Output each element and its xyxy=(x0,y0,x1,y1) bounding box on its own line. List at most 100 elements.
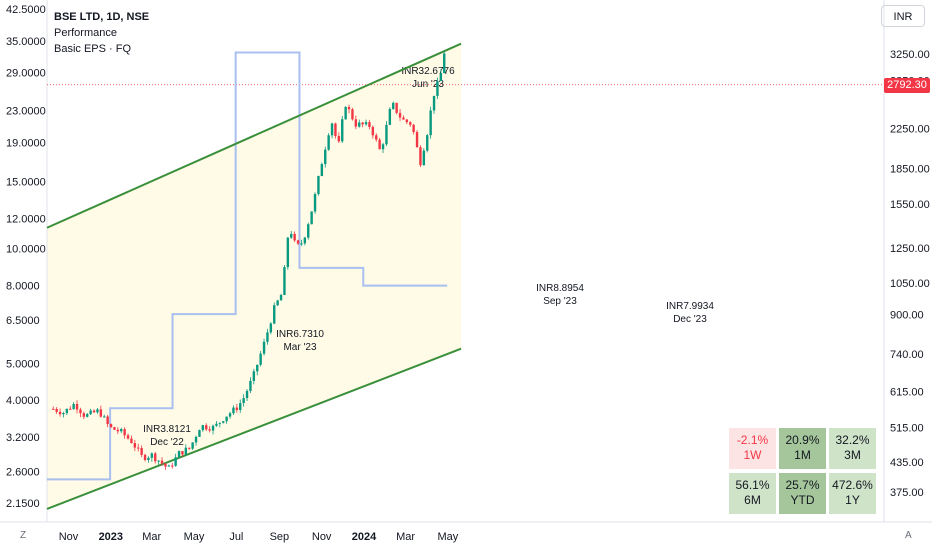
perf-value: 32.2% xyxy=(835,433,870,447)
candle-body xyxy=(55,408,58,412)
eps-label-value: INR6.7310 xyxy=(276,329,324,340)
candle-body xyxy=(154,453,157,462)
right-axis-tick: 740.00 xyxy=(890,349,924,361)
candle-body xyxy=(276,300,279,306)
right-axis-tick: 1250.00 xyxy=(890,243,930,255)
candle-body xyxy=(266,332,269,342)
right-axis-tick: 375.00 xyxy=(890,487,924,499)
right-axis-tick: 515.00 xyxy=(890,423,924,435)
auto-scale-button[interactable]: A xyxy=(905,530,912,541)
channel-fill xyxy=(47,43,462,509)
candle-body xyxy=(324,149,327,165)
right-axis-tick: 900.00 xyxy=(890,309,924,321)
perf-value: 25.7% xyxy=(785,478,820,492)
candle-body xyxy=(82,413,86,417)
time-axis-tick: May xyxy=(184,531,205,543)
symbol-title[interactable]: BSE LTD, 1D, NSE xyxy=(54,11,150,23)
candle-body xyxy=(334,123,337,137)
candle-body xyxy=(351,109,354,120)
perf-value: 20.9% xyxy=(785,433,820,447)
eps-label-value: INR32.6776 xyxy=(401,66,455,77)
perf-period: 1Y xyxy=(845,493,860,507)
right-axis-tick: 3250.00 xyxy=(890,49,930,61)
candle-body xyxy=(249,380,252,391)
left-axis-tick: 35.0000 xyxy=(6,36,46,48)
candle-body xyxy=(232,407,235,414)
candle-body xyxy=(439,73,443,82)
candle-body xyxy=(422,150,426,166)
candle-body xyxy=(330,123,334,136)
left-axis-tick: 10.0000 xyxy=(6,244,46,256)
candle-body xyxy=(143,454,147,460)
candle-body xyxy=(283,267,286,295)
candle-body xyxy=(375,135,378,140)
candle-body xyxy=(290,233,293,238)
candle-body xyxy=(96,409,99,413)
perf-cell: 56.1% 6M xyxy=(729,473,776,514)
candle-body xyxy=(402,117,405,120)
time-axis-tick: Jul xyxy=(229,531,243,543)
candle-body xyxy=(120,429,123,432)
candle-body xyxy=(218,422,222,424)
candle-body xyxy=(364,122,368,125)
time-axis-tick: 2023 xyxy=(99,531,123,543)
candle-body xyxy=(412,124,415,133)
candle-body xyxy=(443,53,446,74)
candle-body xyxy=(171,465,174,467)
candle-body xyxy=(150,453,154,458)
right-axis-tick: 2250.00 xyxy=(890,124,930,136)
candle-body xyxy=(147,457,150,460)
candle-body xyxy=(269,323,273,333)
candle-body xyxy=(239,403,242,411)
candle-body xyxy=(140,448,143,455)
candle-body xyxy=(313,194,317,212)
indicator-performance[interactable]: Performance xyxy=(54,27,117,39)
candle-body xyxy=(86,414,89,417)
candle-body xyxy=(344,106,347,120)
candle-body xyxy=(426,135,429,151)
candle-body xyxy=(181,451,184,455)
candle-body xyxy=(429,110,432,136)
last-price-tag: 2792.30 xyxy=(884,77,930,93)
left-axis-tick: 2.6000 xyxy=(6,467,40,479)
left-axis-tick: 2.1500 xyxy=(6,498,40,510)
time-axis-tick: 2024 xyxy=(352,531,377,543)
left-axis-tick: 6.5000 xyxy=(6,315,40,327)
left-axis-tick: 4.0000 xyxy=(6,395,40,407)
candle-body xyxy=(388,108,392,125)
candle-body xyxy=(378,139,381,150)
time-axis-tick: Mar xyxy=(142,531,161,543)
left-axis-tick: 19.0000 xyxy=(6,137,46,149)
candle-body xyxy=(116,429,120,432)
candle-body xyxy=(130,438,133,444)
candle-body xyxy=(123,429,126,436)
candle-body xyxy=(296,240,300,244)
candle-body xyxy=(225,416,228,422)
candle-body xyxy=(103,416,106,418)
eps-label-value: INR7.9934 xyxy=(666,301,714,312)
timezone-button[interactable]: Z xyxy=(20,530,27,541)
currency-unit-button[interactable]: INR xyxy=(881,5,925,27)
left-axis-tick: 29.0000 xyxy=(6,67,46,79)
eps-label-period: Dec '22 xyxy=(150,437,184,448)
eps-label-period: Jun '23 xyxy=(412,79,444,90)
right-axis-tick: 435.00 xyxy=(890,457,924,469)
candle-body xyxy=(358,122,361,127)
candle-body xyxy=(320,164,324,177)
candle-body xyxy=(164,463,167,467)
candle-body xyxy=(79,409,82,414)
candle-body xyxy=(262,341,266,354)
candle-body xyxy=(89,410,92,415)
time-axis-tick: Mar xyxy=(396,531,415,543)
left-axis-tick: 12.0000 xyxy=(6,213,46,225)
candle-body xyxy=(235,407,239,411)
candle-body xyxy=(92,410,96,413)
candle-body xyxy=(385,124,388,145)
candle-body xyxy=(293,233,296,241)
candle-body xyxy=(392,102,395,109)
candle-body xyxy=(109,424,113,428)
time-axis-tick: Nov xyxy=(59,531,79,543)
candle-body xyxy=(279,294,283,301)
indicator-eps[interactable]: Basic EPS · FQ xyxy=(54,43,132,55)
